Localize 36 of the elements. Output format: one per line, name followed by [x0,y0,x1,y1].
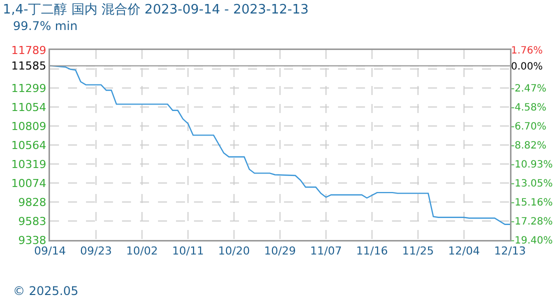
x-tick-label: 10/02 [126,244,158,258]
y2-tick-label: 1.76% [511,46,543,56]
y2-tick-label: -4.58% [511,102,546,114]
x-tick-label: 12/04 [448,244,480,258]
y2-tick-label: 0.00% [511,61,543,72]
y-tick-label: 9583 [18,214,46,228]
y-tick-label: 11585 [11,60,46,73]
y2-tick-label: -17.28% [511,216,553,228]
chart-title: 1,4-丁二醇 国内 混合价 2023-09-14 - 2023-12-13 [2,2,309,18]
x-tick-label: 11/25 [402,244,434,258]
y-tick-label: 10809 [11,120,46,133]
x-tick-label: 09/23 [80,244,112,258]
y2-tick-label: -6.70% [511,121,546,132]
y2-tick-label: -2.47% [511,83,546,94]
x-tick-label: 10/11 [172,244,204,258]
y-tick-label: 10074 [11,176,46,190]
y-tick-label: 10564 [11,138,46,152]
x-tick-label: 11/16 [356,244,388,258]
x-tick-label: 12/13 [494,244,526,258]
y2-tick-label: -19.40% [511,236,553,246]
text: © 2025.05 [13,284,78,298]
y-tick-label: 11054 [11,100,46,114]
x-tick-label: 10/20 [218,244,250,258]
x-tick-label: 10/29 [264,244,296,258]
y2-tick-label: -15.16% [511,197,553,208]
y-tick-label: 11789 [11,44,46,57]
y-tick-label: 9828 [18,196,46,209]
y-tick-label: 10319 [11,158,46,171]
y-tick-label: 9338 [18,234,46,247]
x-tick-label: 11/07 [310,244,342,258]
y2-tick-label: -8.82% [511,140,546,152]
y2-tick-label: -10.93% [511,159,553,170]
chart-subtitle: 99.7% min [13,19,78,33]
y2-tick-label: -13.05% [511,178,553,190]
x-tick-label: 09/14 [34,244,66,258]
y-tick-label: 11299 [11,82,46,95]
